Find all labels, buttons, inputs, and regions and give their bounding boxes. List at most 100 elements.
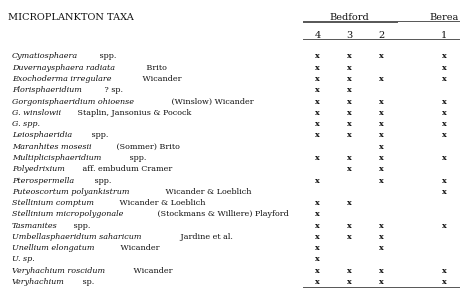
- Text: Wicander & Loeblich: Wicander & Loeblich: [117, 199, 206, 207]
- Text: x: x: [347, 267, 352, 275]
- Text: sp.: sp.: [80, 278, 94, 286]
- Text: x: x: [315, 98, 320, 106]
- Text: Berea: Berea: [430, 13, 459, 22]
- Text: spp.: spp.: [71, 222, 90, 230]
- Text: Wicander: Wicander: [131, 267, 173, 275]
- Text: Stellinium micropolygonale: Stellinium micropolygonale: [12, 210, 123, 218]
- Text: Unellium elongatum: Unellium elongatum: [12, 244, 94, 252]
- Text: x: x: [315, 109, 320, 117]
- Text: x: x: [315, 131, 320, 140]
- Text: x: x: [442, 278, 447, 286]
- Text: U. sp.: U. sp.: [12, 255, 35, 263]
- Text: x: x: [379, 165, 384, 173]
- Text: Brito: Brito: [144, 64, 167, 72]
- Text: x: x: [379, 120, 384, 128]
- Text: x: x: [347, 131, 352, 140]
- Text: x: x: [379, 109, 384, 117]
- Text: x: x: [315, 210, 320, 218]
- Text: x: x: [379, 176, 384, 185]
- Text: x: x: [315, 75, 320, 83]
- Text: x: x: [379, 154, 384, 162]
- Text: Tasmanites: Tasmanites: [12, 222, 57, 230]
- Text: x: x: [315, 86, 320, 94]
- Text: x: x: [442, 75, 447, 83]
- Text: x: x: [442, 120, 447, 128]
- Text: Jardine et al.: Jardine et al.: [178, 233, 233, 241]
- Text: x: x: [379, 98, 384, 106]
- Text: x: x: [442, 154, 447, 162]
- Text: ? sp.: ? sp.: [101, 86, 123, 94]
- Text: x: x: [347, 98, 352, 106]
- Text: spp.: spp.: [127, 154, 146, 162]
- Text: Wicander & Loeblich: Wicander & Loeblich: [163, 188, 251, 196]
- Text: x: x: [379, 278, 384, 286]
- Text: Polyedrixium: Polyedrixium: [12, 165, 64, 173]
- Text: x: x: [379, 222, 384, 230]
- Text: x: x: [379, 53, 384, 60]
- Text: (Sommer) Brito: (Sommer) Brito: [114, 143, 180, 151]
- Text: Multiplicisphaeridium: Multiplicisphaeridium: [12, 154, 101, 162]
- Text: x: x: [315, 278, 320, 286]
- Text: Stellinium comptum: Stellinium comptum: [12, 199, 94, 207]
- Text: x: x: [347, 222, 352, 230]
- Text: x: x: [442, 188, 447, 196]
- Text: x: x: [315, 222, 320, 230]
- Text: G. spp.: G. spp.: [12, 120, 40, 128]
- Text: Cymatiosphaera: Cymatiosphaera: [12, 53, 78, 60]
- Text: 2: 2: [378, 31, 385, 40]
- Text: x: x: [347, 75, 352, 83]
- Text: x: x: [442, 176, 447, 185]
- Text: (Stockmans & Williere) Playford: (Stockmans & Williere) Playford: [155, 210, 289, 218]
- Text: Veryhachium roscidum: Veryhachium roscidum: [12, 267, 105, 275]
- Text: x: x: [347, 86, 352, 94]
- Text: 4: 4: [315, 31, 321, 40]
- Text: Leiosphaeridia: Leiosphaeridia: [12, 131, 72, 140]
- Text: x: x: [379, 75, 384, 83]
- Text: Staplin, Jansonius & Pocock: Staplin, Jansonius & Pocock: [75, 109, 191, 117]
- Text: x: x: [315, 233, 320, 241]
- Text: Exochoderma irregulare: Exochoderma irregulare: [12, 75, 111, 83]
- Text: G. winslowii: G. winslowii: [12, 109, 61, 117]
- Text: x: x: [442, 109, 447, 117]
- Text: aff. embudum Cramer: aff. embudum Cramer: [80, 165, 172, 173]
- Text: 1: 1: [441, 31, 447, 40]
- Text: x: x: [347, 109, 352, 117]
- Text: x: x: [379, 267, 384, 275]
- Text: Pterospermella: Pterospermella: [12, 176, 74, 185]
- Text: x: x: [379, 143, 384, 151]
- Text: Bedford: Bedford: [330, 13, 370, 22]
- Text: MICROPLANKTON TAXA: MICROPLANKTON TAXA: [8, 13, 133, 22]
- Text: x: x: [442, 267, 447, 275]
- Text: (Winslow) Wicander: (Winslow) Wicander: [169, 98, 253, 106]
- Text: x: x: [347, 278, 352, 286]
- Text: x: x: [315, 199, 320, 207]
- Text: Puteoscortum polyankistrum: Puteoscortum polyankistrum: [12, 188, 129, 196]
- Text: Maranhites mosesii: Maranhites mosesii: [12, 143, 91, 151]
- Text: x: x: [315, 244, 320, 252]
- Text: x: x: [379, 233, 384, 241]
- Text: x: x: [315, 154, 320, 162]
- Text: Wicander: Wicander: [140, 75, 181, 83]
- Text: x: x: [442, 64, 447, 72]
- Text: x: x: [442, 131, 447, 140]
- Text: Duvernaysphaera radiata: Duvernaysphaera radiata: [12, 64, 115, 72]
- Text: Wicander: Wicander: [118, 244, 159, 252]
- Text: x: x: [442, 98, 447, 106]
- Text: spp.: spp.: [89, 131, 109, 140]
- Text: x: x: [379, 131, 384, 140]
- Text: Umbellasphaeridium saharicum: Umbellasphaeridium saharicum: [12, 233, 141, 241]
- Text: x: x: [347, 53, 352, 60]
- Text: Veryhachium: Veryhachium: [12, 278, 64, 286]
- Text: 3: 3: [346, 31, 353, 40]
- Text: Florisphaeridium: Florisphaeridium: [12, 86, 82, 94]
- Text: x: x: [347, 154, 352, 162]
- Text: x: x: [315, 176, 320, 185]
- Text: x: x: [442, 222, 447, 230]
- Text: x: x: [347, 64, 352, 72]
- Text: x: x: [315, 267, 320, 275]
- Text: x: x: [347, 233, 352, 241]
- Text: x: x: [315, 53, 320, 60]
- Text: x: x: [315, 64, 320, 72]
- Text: x: x: [315, 255, 320, 263]
- Text: spp.: spp.: [91, 176, 111, 185]
